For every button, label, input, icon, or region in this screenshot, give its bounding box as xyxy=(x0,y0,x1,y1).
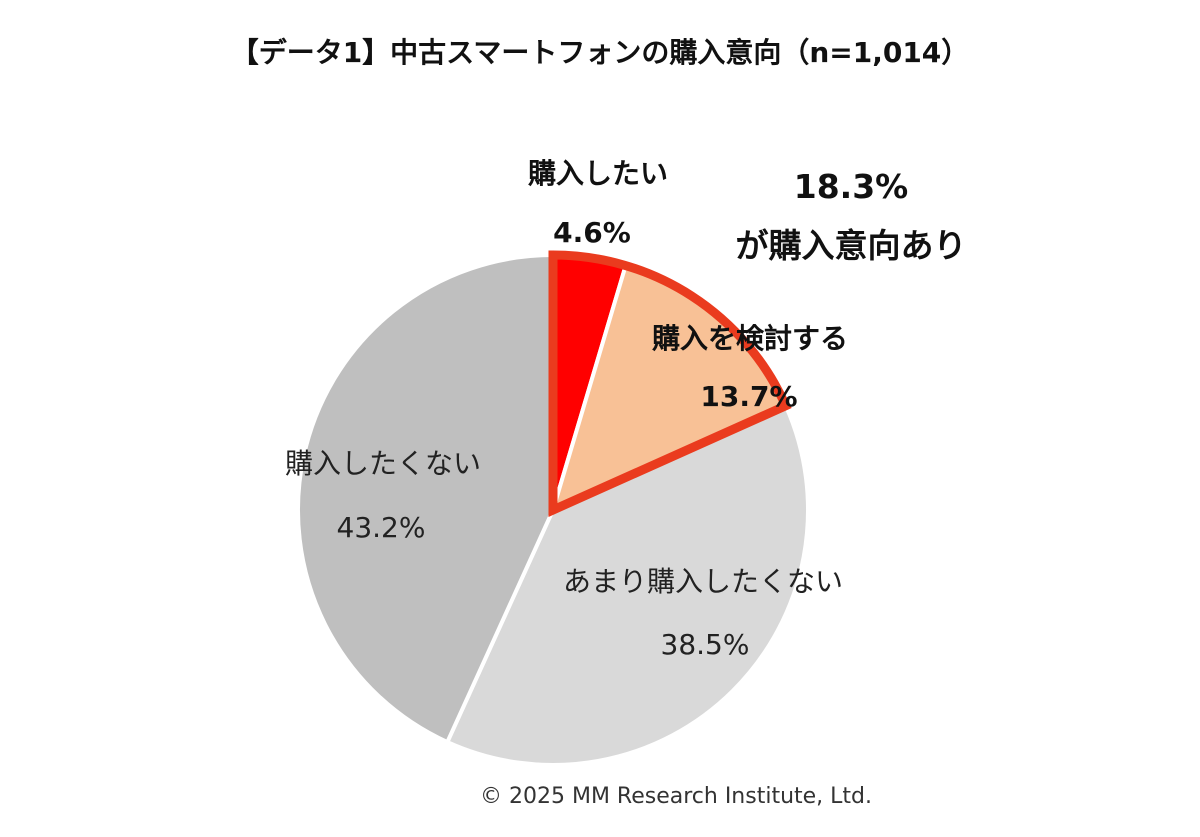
chart-title: 【データ1】中古スマートフォンの購入意向（n=1,014） xyxy=(231,36,970,69)
slice-label-want: 購入したい xyxy=(528,157,668,190)
copyright-credit: © 2025 MM Research Institute, Ltd. xyxy=(480,784,872,809)
highlight-outline xyxy=(548,250,792,517)
slice-value-consider: 13.7% xyxy=(700,380,797,413)
slice-label-rather-not: あまり購入したくない xyxy=(563,565,843,598)
slice-label-consider: 購入を検討する xyxy=(652,322,848,355)
pie-slice-rather-not xyxy=(444,403,810,767)
slice-value-not-want: 43.2% xyxy=(337,511,426,544)
pie-slice-not-want xyxy=(296,252,555,745)
highlight-caption: が購入意向あり xyxy=(736,226,967,265)
slice-value-want: 4.6% xyxy=(553,216,631,249)
slice-value-rather-not: 38.5% xyxy=(661,628,750,661)
slice-label-not-want: 購入したくない xyxy=(285,447,481,480)
highlight-percent: 18.3% xyxy=(794,167,909,206)
